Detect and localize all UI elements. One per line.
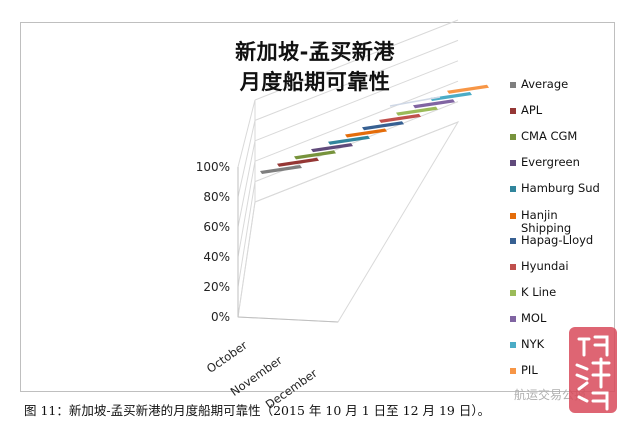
legend-swatch — [510, 213, 516, 219]
gridline-back — [254, 121, 459, 203]
bar-apl — [277, 157, 319, 167]
legend-label: NYK — [521, 337, 545, 351]
legend-swatch — [510, 82, 516, 88]
bar-average — [260, 165, 302, 174]
bar-evergreen — [311, 143, 353, 153]
legend-swatch — [510, 290, 516, 296]
gridline-back — [254, 19, 459, 101]
bar-hyundai — [379, 113, 421, 123]
legend-swatch — [510, 342, 516, 348]
legend-swatch — [510, 108, 516, 114]
gridline-side — [237, 140, 256, 228]
legend-swatch — [510, 264, 516, 270]
y-tick-label: 60% — [203, 220, 230, 234]
legend-swatch — [510, 238, 516, 244]
bar-pil — [447, 84, 489, 94]
bar-hanjin-shipping — [345, 128, 387, 138]
gridline-side — [237, 161, 256, 258]
watermark: 航运交易公报 — [514, 388, 587, 402]
bar-hapag-lloyd — [362, 121, 404, 131]
legend-label: Average — [521, 77, 569, 91]
legend-label: PIL — [521, 363, 538, 377]
gridline-side — [237, 99, 256, 168]
y-tick-label: 80% — [203, 190, 230, 204]
x-axis-line — [237, 316, 339, 323]
bar-cma-cgm — [294, 150, 336, 160]
legend-swatch — [510, 368, 516, 374]
legend-swatch — [510, 316, 516, 322]
figure-caption: 图 11：新加坡-孟买新港的月度船期可靠性（2015 年 10 月 1 日至 1… — [24, 403, 491, 418]
x-tick-label: October — [204, 338, 250, 376]
legend-label: Hyundai — [521, 259, 569, 273]
gridline-back — [254, 39, 459, 121]
gridline-side — [237, 120, 256, 198]
bar-k-line — [396, 106, 438, 116]
legend-label: MOL — [521, 311, 547, 325]
y-tick-label: 40% — [203, 250, 230, 264]
y-tick-label: 0% — [211, 310, 230, 324]
bar-highlight — [389, 96, 441, 107]
gridline-side — [237, 181, 256, 288]
legend-swatch — [510, 160, 516, 166]
legend-swatch — [510, 134, 516, 140]
y-tick-label: 20% — [203, 280, 230, 294]
gridline-back — [254, 80, 459, 162]
legend-label: CMA CGM — [521, 129, 578, 143]
seal-stamp — [569, 327, 617, 413]
chart-floor — [237, 120, 460, 323]
legend-label: Evergreen — [521, 155, 580, 169]
legend-label: Hamburg Sud — [521, 181, 600, 195]
gridline-side — [237, 201, 256, 318]
gridline-back — [254, 60, 459, 142]
chart-subtitle: 月度船期可靠性 — [239, 70, 391, 94]
legend-label: K Line — [521, 285, 557, 299]
legend-label: Hapag-Lloyd — [521, 233, 594, 247]
bar-hamburg-sud — [328, 135, 370, 145]
legend-label: APL — [521, 103, 543, 117]
legend-label: Hanjin Shipping — [521, 208, 572, 235]
bar-nyk — [430, 92, 472, 101]
chart-title: 新加坡-孟买新港 — [235, 40, 395, 64]
legend-swatch — [510, 186, 516, 192]
y-tick-label: 100% — [196, 160, 230, 174]
bar-mol — [413, 99, 455, 109]
